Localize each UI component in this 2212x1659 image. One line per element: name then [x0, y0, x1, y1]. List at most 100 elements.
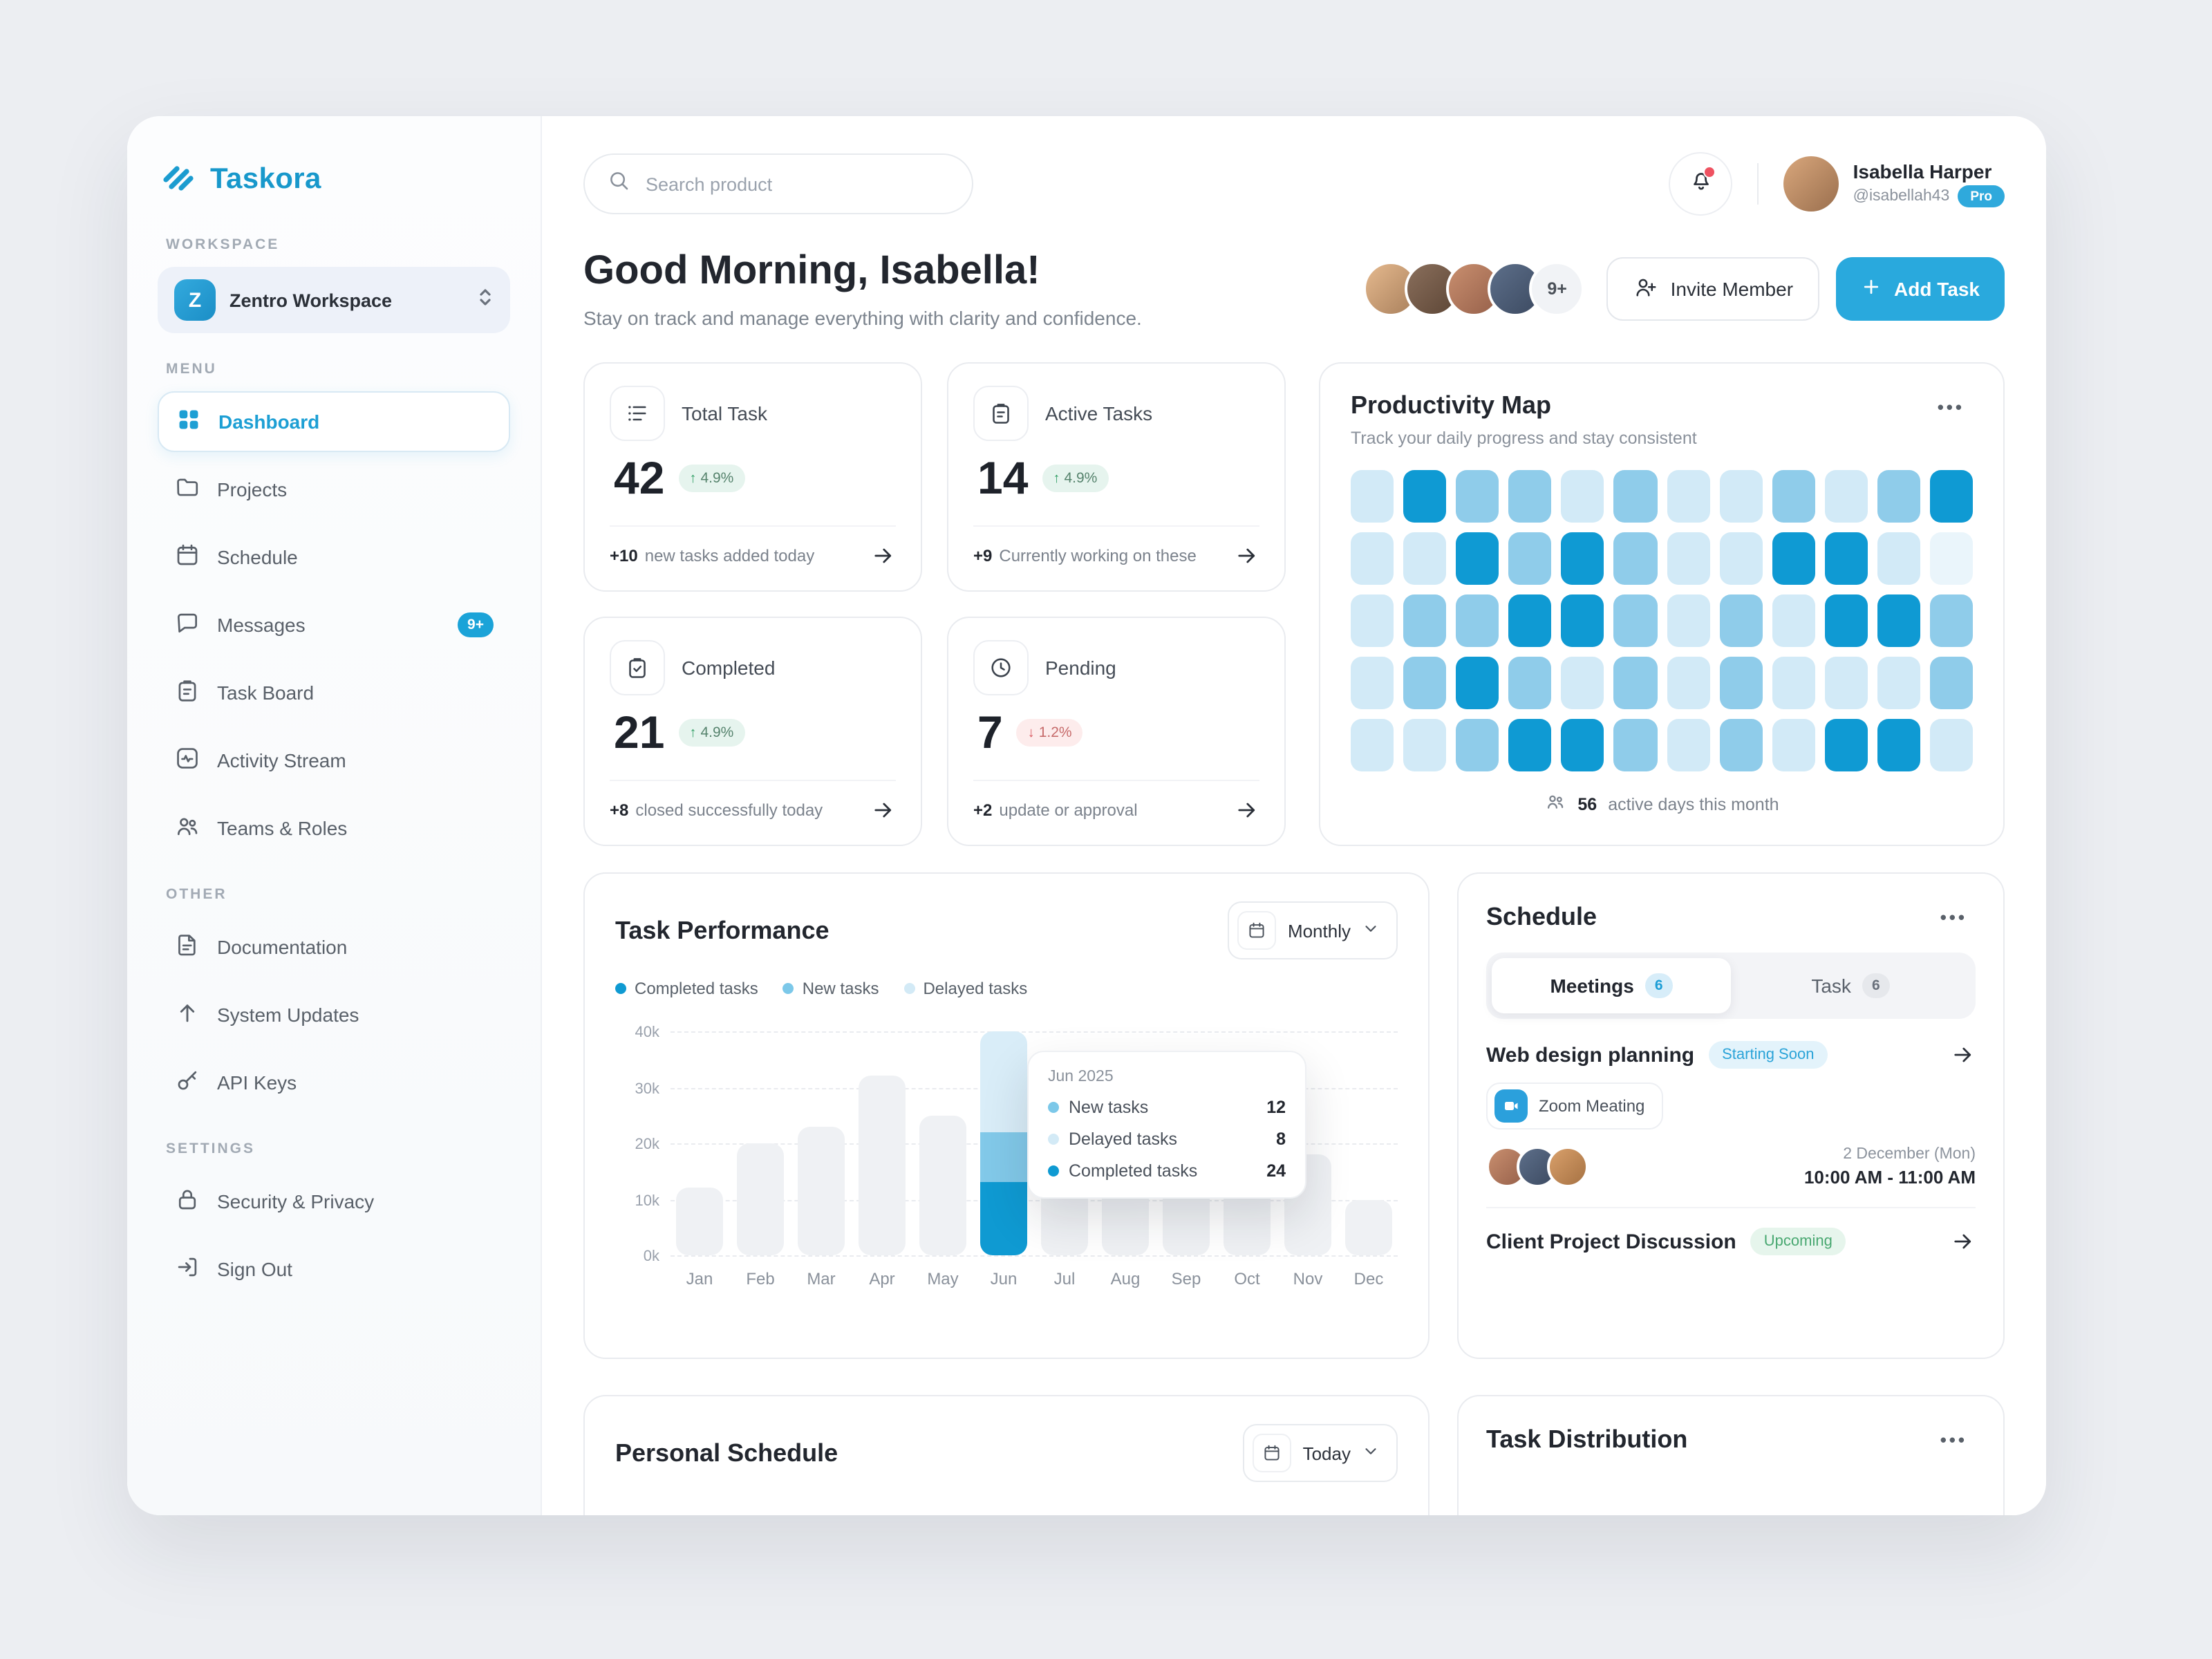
- arrow-right-icon[interactable]: [1951, 1229, 1976, 1254]
- arrow-right-icon[interactable]: [1235, 543, 1259, 568]
- document-icon: [174, 932, 200, 962]
- search-box[interactable]: [583, 153, 973, 214]
- page-title: Good Morning, Isabella!: [583, 249, 1040, 293]
- sidebar-item-projects[interactable]: Projects: [158, 459, 510, 520]
- user-name: Isabella Harper: [1853, 160, 1992, 182]
- user-avatar[interactable]: [1783, 156, 1839, 212]
- sidebar-item-sign-out[interactable]: Sign Out: [158, 1239, 510, 1300]
- person-plus-icon: [1633, 274, 1658, 303]
- meeting-item[interactable]: Client Project Discussion Upcoming: [1486, 1228, 1976, 1275]
- heatmap-cell: [1561, 532, 1604, 585]
- logo: Taskora: [158, 152, 510, 209]
- tab-task[interactable]: Task 6: [1731, 958, 1970, 1013]
- heatmap-cell: [1351, 594, 1394, 647]
- stat-label: Completed: [682, 657, 776, 679]
- add-task-button[interactable]: Add Task: [1836, 257, 2005, 321]
- stat-delta-chip: ↓ 1.2%: [1016, 719, 1083, 747]
- heatmap-cell: [1351, 470, 1394, 523]
- bar-chart-xlabels: Jan Feb Mar Apr May Jun Jul Aug Sep Oct Nov Dec: [671, 1255, 1398, 1288]
- arrow-up-icon: [174, 1000, 200, 1030]
- heatmap-cell: [1456, 470, 1499, 523]
- sidebar-item-api-keys[interactable]: API Keys: [158, 1052, 510, 1113]
- settings-section-label: SETTINGS: [166, 1141, 256, 1157]
- gridline: 40k: [635, 1024, 1398, 1041]
- tab-badge: 6: [1644, 973, 1673, 998]
- meeting-status-badge: Starting Soon: [1708, 1041, 1828, 1069]
- legend-label: New tasks: [802, 979, 879, 998]
- heatmap-cell: [1772, 719, 1815, 771]
- tooltip-title: Jun 2025: [1048, 1069, 1114, 1085]
- meeting-item[interactable]: Web design planning Starting Soon Zoom M…: [1486, 1041, 1976, 1208]
- meeting-time: 10:00 AM - 11:00 AM: [1803, 1167, 1976, 1188]
- arrow-right-icon[interactable]: [871, 798, 896, 823]
- sidebar-item-task-board[interactable]: Task Board: [158, 662, 510, 723]
- sidebar-item-label: Messages: [217, 614, 306, 636]
- arrow-right-icon[interactable]: [1951, 1042, 1976, 1067]
- tab-meetings[interactable]: Meetings 6: [1492, 958, 1731, 1013]
- y-axis-label: 10k: [635, 1192, 660, 1209]
- heatmap-cell: [1351, 532, 1394, 585]
- notifications-button[interactable]: [1669, 152, 1733, 216]
- legend-dot-delayed: [903, 983, 915, 994]
- heatmap-cell: [1667, 470, 1710, 523]
- personal-schedule-title: Personal Schedule: [615, 1438, 838, 1466]
- heatmap-cell: [1824, 594, 1868, 647]
- sidebar-item-messages[interactable]: Messages 9+: [158, 594, 510, 655]
- taskora-logo-icon: [160, 158, 196, 200]
- heatmap-cell: [1929, 594, 1973, 647]
- y-axis-label: 30k: [635, 1080, 660, 1097]
- pro-badge: Pro: [1958, 185, 2005, 207]
- heatmap-cell: [1403, 532, 1447, 585]
- heatmap-cell: [1508, 594, 1552, 647]
- search-input[interactable]: [643, 172, 950, 196]
- top-bar-right: Isabella Harper @isabellah43 Pro: [1669, 152, 2005, 216]
- tab-label: Task: [1811, 975, 1851, 997]
- heatmap-cell: [1667, 719, 1710, 771]
- x-axis-label: Oct: [1234, 1269, 1260, 1288]
- heatmap-cell: [1613, 719, 1657, 771]
- team-avatar-group[interactable]: 9+: [1363, 261, 1585, 317]
- sidebar-item-system-updates[interactable]: System Updates: [158, 984, 510, 1045]
- heatmap-cell: [1877, 719, 1920, 771]
- sidebar-item-teams-roles[interactable]: Teams & Roles: [158, 798, 510, 859]
- sidebar-item-label: Security & Privacy: [217, 1190, 375, 1212]
- heatmap-cell: [1929, 657, 1973, 709]
- more-options-icon[interactable]: •••: [1937, 397, 1965, 418]
- more-options-icon[interactable]: •••: [1940, 907, 1967, 928]
- x-axis-label: Apr: [869, 1269, 895, 1288]
- bar-may: [919, 1115, 966, 1255]
- x-axis-label: Jul: [1053, 1269, 1076, 1288]
- tooltip-value: 24: [1266, 1161, 1286, 1181]
- heatmap-cell: [1456, 532, 1499, 585]
- day-filter-dropdown[interactable]: Today: [1243, 1424, 1398, 1482]
- chevron-down-icon: [1362, 1442, 1380, 1464]
- heatmap-cell: [1561, 719, 1604, 771]
- sidebar-item-activity-stream[interactable]: Activity Stream: [158, 730, 510, 791]
- x-axis-label: Mar: [807, 1269, 836, 1288]
- workspace-selector[interactable]: Z Zentro Workspace: [158, 267, 510, 333]
- invite-member-button[interactable]: Invite Member: [1606, 257, 1820, 321]
- sidebar-item-security-privacy[interactable]: Security & Privacy: [158, 1171, 510, 1232]
- heatmap-cell: [1719, 532, 1763, 585]
- period-filter-dropdown[interactable]: Monthly: [1228, 901, 1398, 959]
- sidebar-item-documentation[interactable]: Documentation: [158, 917, 510, 977]
- arrow-right-icon[interactable]: [871, 543, 896, 568]
- active-days-count: 56: [1577, 794, 1597, 814]
- heatmap-cell: [1613, 470, 1657, 523]
- sidebar-item-label: Activity Stream: [217, 749, 346, 771]
- add-task-label: Add Task: [1894, 278, 1980, 300]
- arrow-right-icon[interactable]: [1235, 798, 1259, 823]
- sidebar-item-dashboard[interactable]: Dashboard: [158, 391, 510, 452]
- sidebar-item-schedule[interactable]: Schedule: [158, 527, 510, 588]
- chart-legend: Completed tasks New tasks Delayed tasks: [615, 979, 1398, 998]
- stat-footer-strong: +2: [973, 800, 993, 820]
- heatmap-cell: [1877, 532, 1920, 585]
- tooltip-label: New tasks: [1069, 1098, 1149, 1117]
- stat-footer-strong: +9: [973, 546, 993, 565]
- workspace-section-label: WORKSPACE: [166, 236, 280, 253]
- legend-label: Completed tasks: [635, 979, 758, 998]
- heatmap-cell: [1508, 532, 1552, 585]
- heatmap-cell: [1877, 594, 1920, 647]
- more-options-icon[interactable]: •••: [1940, 1430, 1967, 1450]
- heatmap-cell: [1772, 532, 1815, 585]
